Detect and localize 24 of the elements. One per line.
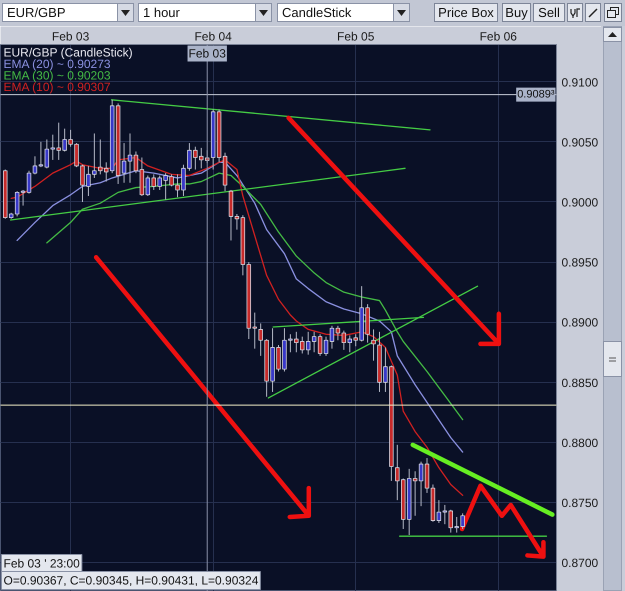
x-tick-label: Feb 04 <box>194 30 232 44</box>
x-tick-label: Feb 03 <box>52 30 90 44</box>
legend-title: EUR/GBP (CandleStick) <box>4 46 133 60</box>
text: Sell <box>533 3 565 22</box>
x-tick-label: Feb 06 <box>480 30 518 44</box>
y-tick-label: 0.9050 <box>562 135 599 150</box>
chart-title: EUR/GBP <box>7 5 66 20</box>
text: Buy <box>502 3 531 22</box>
y-tick-label: 0.9100 <box>562 75 599 90</box>
y-tick-label: 0.8750 <box>562 496 599 510</box>
y-tick-label: 0.8900 <box>562 316 599 330</box>
chart-subtitle: 1 hour <box>143 5 180 20</box>
text: CandleStick <box>282 5 352 20</box>
y-tick-label: 0.8700 <box>562 556 599 570</box>
ref-line-label: Feb 03 <box>188 46 226 60</box>
annotation: Feb 03 ' 23:00 <box>4 556 80 570</box>
annotation: O=0.90367, C=0.90345, H=0.90431, L=0.90324 <box>4 574 259 588</box>
y-tick-label: 0.9000 <box>562 195 599 210</box>
ref-line-label: 0.9089³ <box>517 88 555 101</box>
y-tick-label: 0.8950 <box>562 256 599 270</box>
y-tick-label: 0.8800 <box>562 436 599 450</box>
y-tick-label: 0.8850 <box>562 376 599 390</box>
x-tick-label: Feb 05 <box>337 30 375 44</box>
text: Price Box <box>434 3 498 22</box>
